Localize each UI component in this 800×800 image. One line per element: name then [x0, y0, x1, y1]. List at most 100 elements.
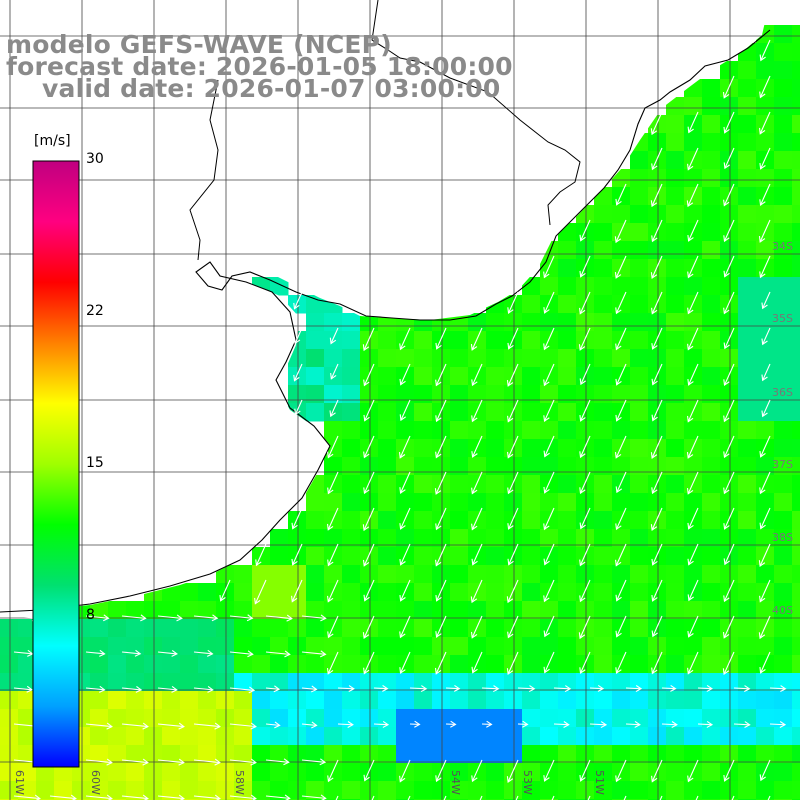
wind-speed-cell: [720, 547, 739, 566]
wind-arrow: [652, 399, 663, 421]
wind-arrow: [295, 399, 303, 415]
wind-arrow-head: [327, 775, 334, 783]
wind-speed-cell: [324, 313, 343, 332]
wind-speed-cell: [648, 277, 667, 296]
wind-speed-cell: [792, 691, 800, 710]
wind-speed-cell: [648, 457, 667, 476]
wind-speed-cell: [252, 727, 271, 746]
wind-speed-cell: [522, 763, 541, 782]
wind-speed-cell: [792, 61, 800, 80]
wind-arrow: [687, 759, 699, 782]
wind-speed-cell: [360, 439, 379, 458]
wind-speed-cell: [432, 763, 451, 782]
wind-speed-cell: [306, 781, 325, 800]
wind-speed-cell: [162, 727, 181, 746]
wind-arrow: [661, 687, 676, 690]
wind-speed-cell: [432, 403, 451, 422]
wind-speed-cell: [612, 367, 631, 386]
wind-speed-cell: [594, 511, 613, 530]
wind-speed-cell: [360, 349, 379, 368]
wind-arrow: [363, 363, 375, 386]
wind-arrow: [724, 327, 735, 349]
wind-speed-cell: [198, 583, 217, 602]
wind-arrow-head: [759, 595, 766, 603]
wind-speed-cell: [540, 655, 559, 674]
wind-speed-cell: [18, 727, 37, 746]
wind-arrow-head: [363, 414, 370, 422]
wind-speed-cell: [504, 529, 523, 548]
wind-speed-cell: [162, 745, 181, 764]
wind-speed-cell: [612, 583, 631, 602]
wind-speed-cell: [756, 331, 775, 350]
wind-arrow-head: [294, 408, 301, 416]
wind-speed-cell: [774, 79, 793, 98]
wind-speed-cell: [756, 745, 775, 764]
wind-speed-cell: [792, 313, 800, 332]
wind-speed-cell: [486, 637, 505, 656]
wind-speed-cell: [324, 403, 343, 422]
wind-speed-cell: [666, 745, 685, 764]
wind-speed-cell: [594, 403, 613, 422]
wind-speed-cell: [738, 673, 757, 692]
wind-arrow: [544, 435, 555, 457]
model-title: modelo GEFS-WAVE (NCEP): [6, 30, 392, 59]
wind-speed-cell: [324, 331, 343, 350]
wind-speed-cell: [738, 97, 757, 116]
wind-arrow-head: [723, 523, 730, 530]
wind-speed-cell: [18, 709, 37, 728]
wind-arrow-head: [706, 720, 714, 728]
wind-arrow: [220, 579, 231, 602]
wind-speed-cell: [774, 205, 793, 224]
wind-speed-cell: [756, 637, 775, 656]
wind-speed-cell: [522, 619, 541, 638]
wind-speed-cell: [378, 583, 397, 602]
wind-arrow-head: [759, 666, 766, 674]
wind-arrow-head: [507, 307, 514, 315]
wind-arrow-head: [273, 685, 281, 693]
wind-speed-cell: [468, 457, 487, 476]
wind-speed-cell: [504, 637, 523, 656]
wind-arrow: [472, 651, 483, 673]
wind-speed-cell: [18, 637, 37, 656]
wind-speed-cell: [306, 331, 325, 350]
wind-arrow-head: [284, 794, 291, 800]
wind-speed-cell: [612, 493, 631, 512]
wind-speed-cell: [738, 493, 757, 512]
wind-speed-cell: [558, 637, 577, 656]
wind-arrow-head: [761, 410, 768, 418]
wind-speed-cell: [288, 349, 307, 368]
wind-speed-cell: [450, 601, 469, 620]
wind-speed-cell: [486, 763, 505, 782]
wind-speed-cell: [684, 763, 703, 782]
wind-arrow: [400, 543, 411, 566]
wind-speed-cell: [468, 781, 487, 800]
wind-arrow: [661, 723, 677, 726]
wind-speed-cell: [432, 331, 451, 350]
wind-arrow-head: [687, 271, 694, 279]
wind-speed-cell: [414, 763, 433, 782]
wind-speed-cell: [702, 295, 721, 314]
wind-speed-cell: [450, 403, 469, 422]
wind-arrow: [687, 255, 699, 278]
wind-speed-cell: [0, 709, 19, 728]
wind-speed-cell: [450, 781, 469, 800]
wind-arrow-head: [759, 487, 766, 495]
wind-speed-cell: [666, 349, 685, 368]
wind-speed-cell: [666, 763, 685, 782]
wind-speed-cell: [576, 259, 595, 278]
wind-speed-cell: [594, 493, 613, 512]
wind-arrow-head: [248, 686, 256, 694]
wind-speed-cell: [126, 763, 145, 782]
wind-speed-cell: [774, 151, 793, 170]
wind-speed-cell: [486, 709, 505, 728]
wind-speed-cell: [666, 403, 685, 422]
wind-speed-cell: [324, 619, 343, 638]
wind-speed-cell: [720, 673, 739, 692]
wind-speed-cell: [360, 421, 379, 440]
wind-arrow-head: [329, 410, 336, 418]
wind-speed-cell: [540, 601, 559, 620]
wind-arrow: [121, 615, 146, 619]
forecast-date: forecast date: 2026-01-05 18:00:00: [6, 52, 513, 81]
wind-arrow-head: [178, 758, 185, 766]
wind-speed-cell: [720, 781, 739, 800]
